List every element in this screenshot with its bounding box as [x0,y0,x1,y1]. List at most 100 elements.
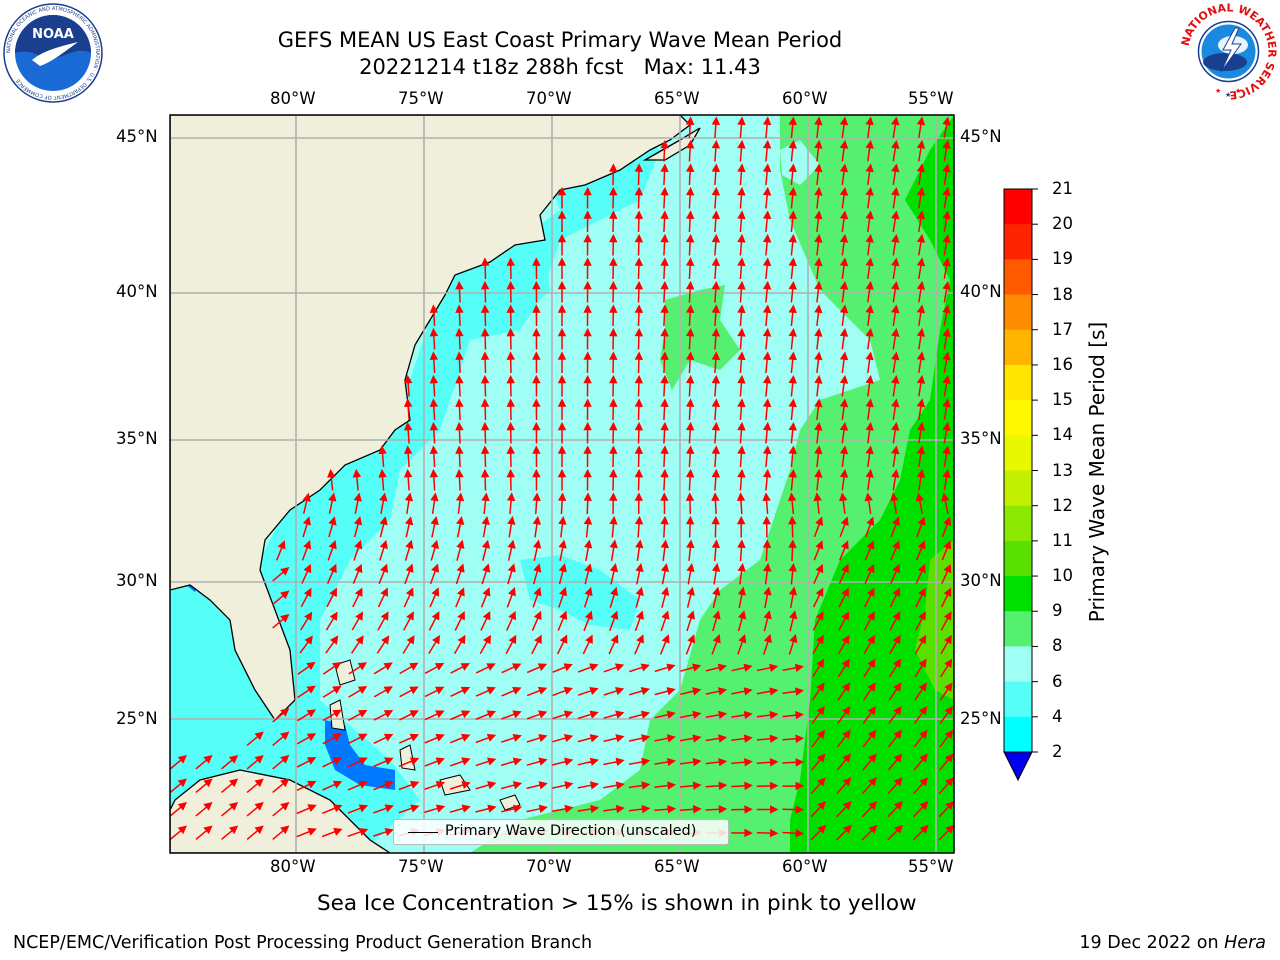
wave-arrow-388 [481,563,491,585]
wave-arrow-169 [506,351,515,374]
wave-arrow-482 [837,634,850,655]
wave-arrow-320 [787,492,797,515]
wave-arrow-651 [836,777,852,794]
wave-arrow-318 [736,492,746,515]
wave-arrow-62 [788,210,797,232]
wave-arrow-398 [737,562,746,585]
wave-arrow-37 [557,186,567,209]
wave-arrow-604 [424,757,445,767]
wave-arrow-160 [814,327,823,350]
wave-arrow-375 [839,540,849,561]
wave-arrow-196 [634,374,644,397]
wave-arrow-545 [424,710,445,721]
wave-arrow-609 [552,757,574,766]
noaa-logo: NATIONAL OCEANIC AND ATMOSPHERIC ADMINIS… [3,3,103,103]
wave-arrow-690 [246,825,264,840]
wave-arrow-466 [428,634,441,654]
wave-arrow-452 [737,610,747,632]
wave-arrow-641 [577,781,600,790]
wave-arrow-302 [328,492,337,514]
wave-arrow-537 [914,682,927,701]
wave-arrow-327 [302,516,311,538]
wave-arrow-647 [731,781,753,791]
wave-arrow-441 [454,610,465,631]
wave-arrow-614 [679,757,702,767]
wave-arrow-383 [352,563,363,584]
wave-arrow-617 [756,758,779,767]
wave-arrow-607 [500,757,523,767]
wave-arrow-344 [736,515,746,538]
wave-arrow-362 [507,539,516,561]
wave-arrow-144 [942,304,951,327]
wave-arrow-323 [864,492,873,515]
colorbar-tick-15: 4 [1052,706,1063,726]
wave-arrow-589 [836,729,851,748]
wave-arrow-141 [865,304,874,327]
wave-arrow-635 [424,781,446,791]
wave-arrow-331 [405,516,414,538]
wave-arrow-461 [299,635,313,654]
wave-arrow-711 [782,828,805,838]
wave-arrow-212 [480,398,490,421]
wave-arrow-286 [583,468,592,491]
wave-arrow-299 [916,468,926,491]
wave-arrow-161 [839,327,849,350]
map-frame [169,114,955,854]
wave-arrow-314 [634,492,643,515]
wave-arrow-182 [839,351,849,373]
wave-arrow-87 [532,257,541,280]
wave-arrow-643 [628,781,651,790]
wave-arrow-187 [403,374,413,397]
wave-arrow-168 [480,351,490,374]
wave-arrow-346 [788,515,797,538]
wave-arrow-98 [814,257,823,279]
colorbar-segment-5 [1004,364,1032,401]
wave-arrow-536 [888,682,902,701]
wave-arrow-140 [839,304,849,326]
wave-arrow-247 [814,421,823,444]
wave-arrow-717 [938,824,954,841]
wave-arrow-111 [634,280,644,303]
wave-arrow-261 [583,445,592,468]
wave-arrow-488 [322,661,342,675]
wave-arrow-239 [609,421,618,444]
light-pocket [780,140,820,185]
wave-arrow-57 [660,210,669,233]
wave-arrow-544 [399,710,419,721]
wave-arrow-421 [635,586,644,608]
wave-arrow-414 [455,587,465,608]
wave-arrow-351 [916,516,926,538]
wave-arrow-343 [711,515,720,538]
wave-arrow-570 [347,733,368,745]
wave-arrow-678 [731,805,753,814]
wave-arrow-319 [762,492,771,515]
wave-arrow-505 [756,663,779,672]
wave-arrow-303 [353,492,362,514]
wave-arrow-101 [891,257,900,280]
colorbar-segment-11 [1004,576,1032,612]
wave-arrow-189 [455,374,464,397]
wave-arrow-25 [660,163,669,186]
footer-date-text: 19 Dec 2022 on [1079,933,1225,953]
wave-arrow-674 [628,804,651,814]
wave-arrow-456 [838,611,850,631]
wave-arrow-4 [788,116,797,138]
wave-arrow-58 [685,210,695,233]
wave-arrow-80 [839,233,849,256]
wave-arrow-457 [863,611,875,631]
wave-arrow-146 [455,327,464,350]
wave-arrow-51 [916,186,926,209]
wave-arrow-687 [170,825,187,840]
wave-arrow-513 [297,685,316,699]
wave-arrow-632 [347,780,368,791]
wave-arrow-248 [839,421,849,444]
wave-arrow-599 [296,757,317,768]
wave-arrow-231 [403,421,413,444]
wave-arrow-334 [481,516,490,538]
wave-arrow-252 [942,421,951,444]
wave-arrow-529 [705,687,728,696]
wave-arrow-509 [863,658,876,678]
wave-arrow-76 [737,233,746,256]
wave-arrow-710 [756,828,779,838]
wave-arrow-215 [557,398,567,420]
